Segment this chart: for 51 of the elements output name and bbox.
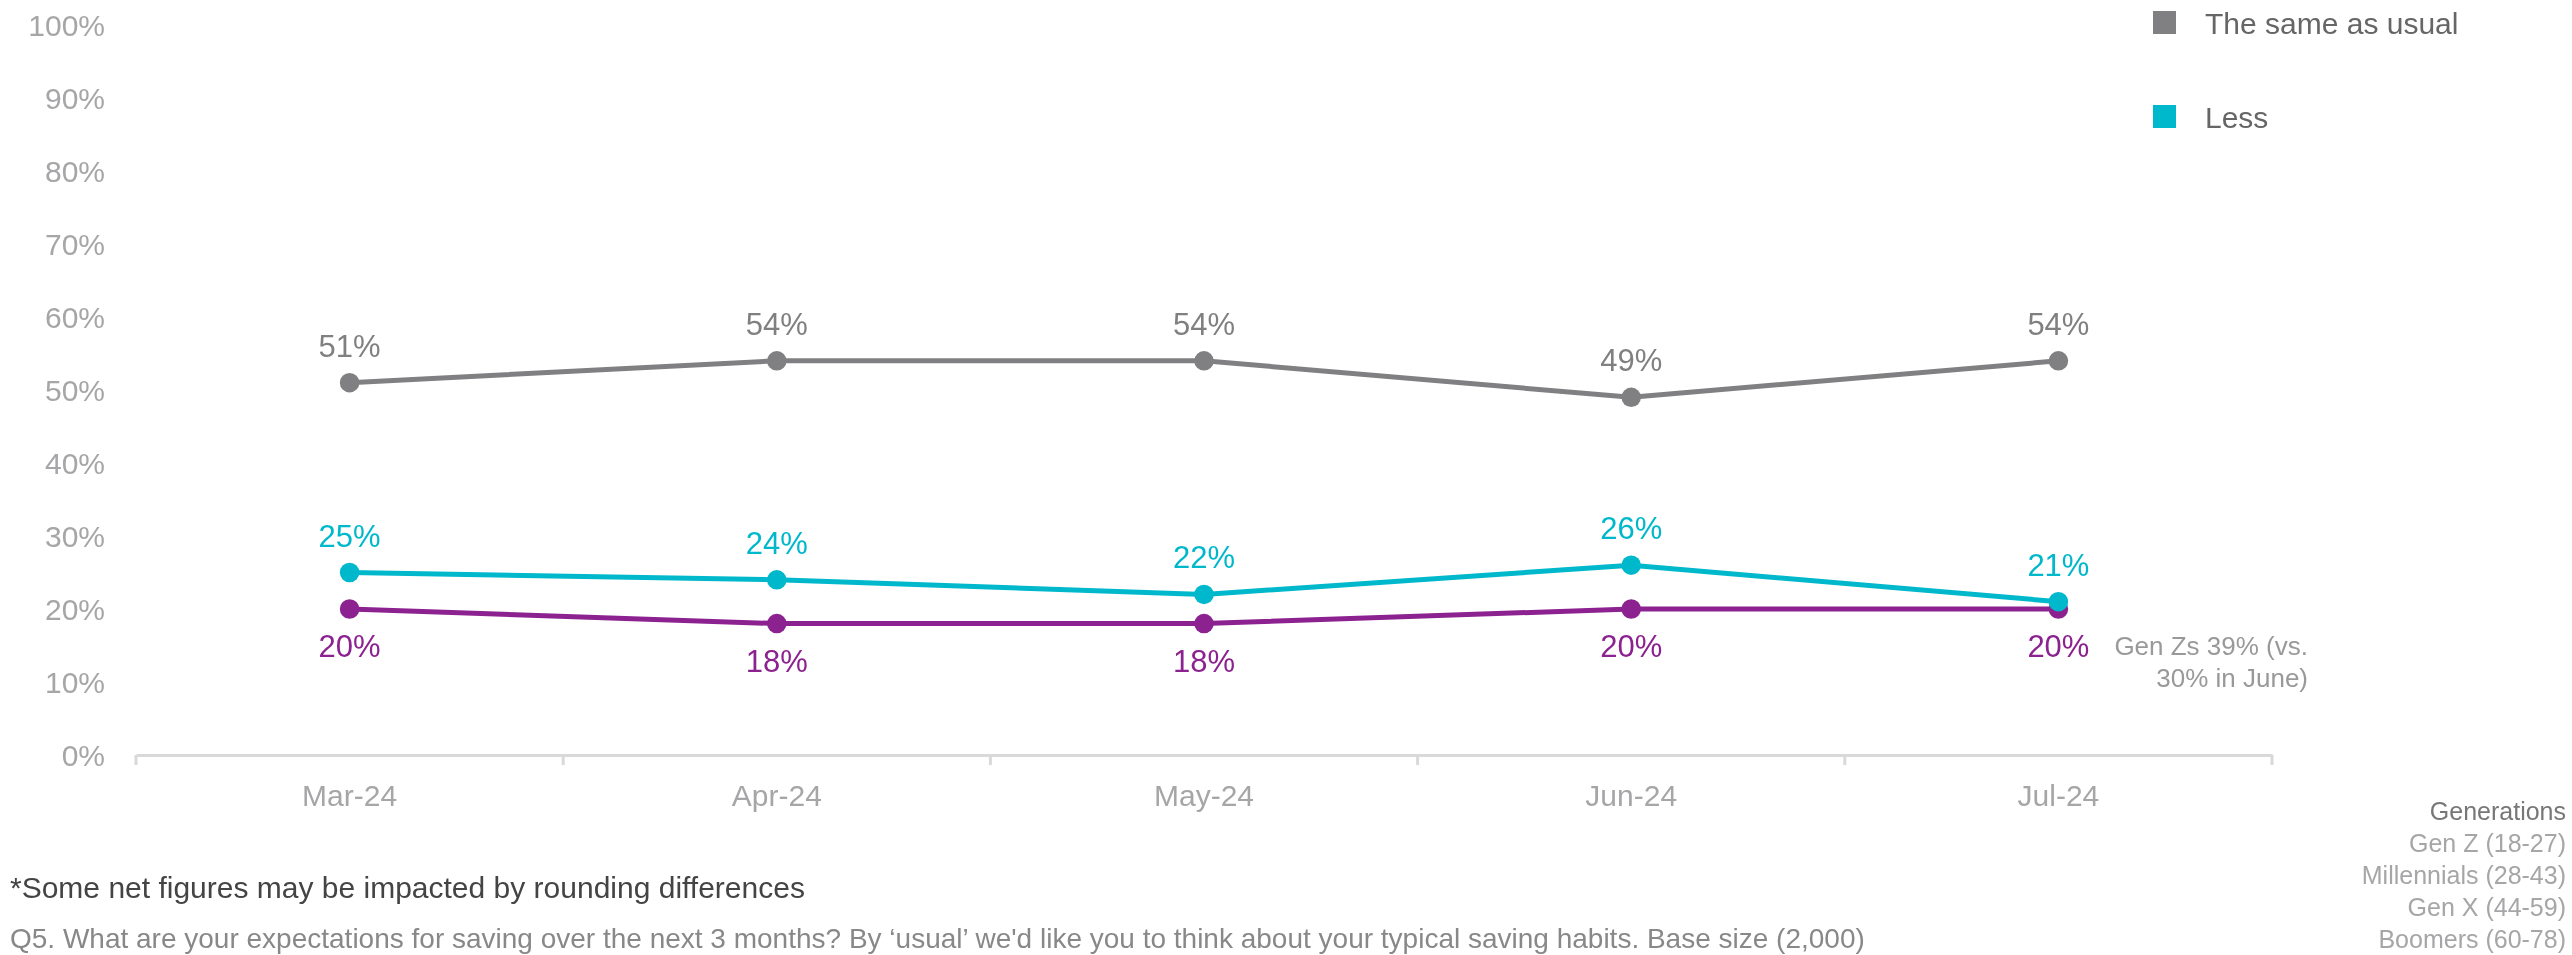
point xyxy=(339,599,360,619)
point xyxy=(339,372,360,393)
text: 49% xyxy=(1600,343,1663,379)
x-tick-label: Jun-24 xyxy=(1585,779,1678,813)
y-tick-label: 30% xyxy=(44,519,105,553)
text: 20% xyxy=(318,629,381,664)
y-tick-label: 0% xyxy=(61,738,105,772)
x-tick-label: Apr-24 xyxy=(731,779,822,813)
text: 21% xyxy=(2027,547,2090,583)
text: *Some net figures may be impacted by rounding differences xyxy=(10,871,805,904)
point xyxy=(767,570,787,590)
text: Q5. What are your expectations for saving over the next 3 months? By ‘usual’ we'd like you to think about your typical saving habits. Base size (2,000) xyxy=(10,923,1865,954)
y-tick-label: 40% xyxy=(44,446,105,480)
text: 26% xyxy=(1600,511,1663,547)
text: 20% xyxy=(1600,629,1663,664)
point xyxy=(2048,591,2069,612)
text: 54% xyxy=(2027,306,2090,342)
point xyxy=(767,351,787,371)
text: 51% xyxy=(318,328,381,364)
point xyxy=(1194,351,1214,371)
text: 54% xyxy=(1172,306,1236,342)
point xyxy=(1621,599,1641,619)
y-tick-label: 90% xyxy=(44,81,105,115)
y-tick-label: 10% xyxy=(44,665,105,699)
point xyxy=(767,613,787,634)
point xyxy=(1194,584,1214,605)
y-tick-label: 20% xyxy=(44,592,105,626)
y-tick-label: 80% xyxy=(44,154,105,188)
point xyxy=(1621,555,1641,575)
point xyxy=(339,562,360,583)
x-tick-label: Jul-24 xyxy=(2017,779,2100,813)
x-tick-label: May-24 xyxy=(1153,779,1255,813)
text: 54% xyxy=(745,306,808,342)
text: 25% xyxy=(318,518,381,554)
text: 20% xyxy=(2027,629,2090,664)
legend-label: The same as usual xyxy=(2205,6,2459,40)
point xyxy=(1194,613,1214,634)
point xyxy=(1621,387,1641,408)
text: 18% xyxy=(745,643,808,679)
text: Generations Gen Z (18-27) Millennials (28-43) Gen X (44-59) Boomers (60-78) xyxy=(2361,797,2566,953)
text: 22% xyxy=(1172,540,1236,576)
point xyxy=(2048,351,2069,371)
y-tick-label: 100% xyxy=(28,8,105,42)
annotation: Gen Zs 39% (vs. 30% in June) xyxy=(2114,631,2308,693)
text: 18% xyxy=(1172,643,1236,679)
text: 24% xyxy=(745,525,808,561)
legend-label: Less xyxy=(2205,100,2269,134)
y-tick-label: 60% xyxy=(44,300,105,334)
x-tick-label: Mar-24 xyxy=(302,779,398,813)
y-tick-label: 70% xyxy=(44,227,105,261)
y-tick-label: 50% xyxy=(44,373,105,407)
